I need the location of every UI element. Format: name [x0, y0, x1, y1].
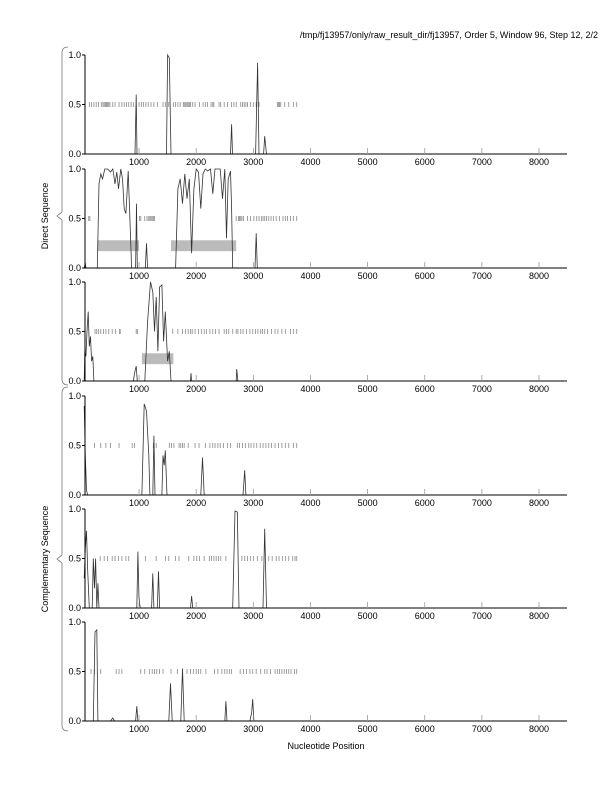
- x-tick-label: 3000: [243, 271, 263, 281]
- x-tick-label: 7000: [472, 498, 492, 508]
- coding-potential-line: [84, 628, 565, 722]
- x-tick-label: 8000: [529, 271, 549, 281]
- x-tick-label: 8000: [529, 384, 549, 394]
- x-tick-label: 2000: [186, 157, 206, 167]
- coding-potential-line: [83, 281, 565, 382]
- y-tick-label: 0.0: [68, 490, 81, 500]
- gene-box: [171, 240, 237, 252]
- coding-potential-line: [83, 167, 565, 269]
- x-tick-label: 4000: [300, 498, 320, 508]
- chart-title: /tmp/fj13957/only/raw_result_dir/fj13957…: [299, 30, 598, 40]
- y-tick-label: 1.0: [68, 277, 81, 287]
- x-tick-label: 1000: [129, 271, 149, 281]
- x-tick-label: 5000: [358, 724, 378, 734]
- y-tick-label: 0.5: [68, 214, 81, 224]
- y-tick-label: 1.0: [68, 617, 81, 627]
- y-tick-label: 0.0: [68, 716, 81, 726]
- y-tick-label: 0.0: [68, 603, 81, 613]
- x-tick-label: 5000: [358, 498, 378, 508]
- x-tick-label: 7000: [472, 157, 492, 167]
- x-tick-label: 6000: [415, 498, 435, 508]
- y-tick-label: 1.0: [68, 504, 81, 514]
- x-tick-label: 5000: [358, 384, 378, 394]
- x-axis-label: Nucleotide Position: [287, 741, 364, 751]
- y-tick-label: 0.5: [68, 327, 81, 337]
- y-tick-label: 0.0: [68, 376, 81, 386]
- x-tick-label: 8000: [529, 611, 549, 621]
- x-tick-label: 3000: [243, 157, 263, 167]
- x-tick-label: 6000: [415, 271, 435, 281]
- y-tick-label: 1.0: [68, 50, 81, 60]
- x-tick-label: 1000: [129, 157, 149, 167]
- group-label: Direct Sequence: [40, 183, 50, 250]
- y-tick-label: 0.5: [68, 441, 81, 451]
- x-tick-label: 7000: [472, 384, 492, 394]
- x-tick-label: 2000: [186, 611, 206, 621]
- group-label: Complementary Sequence: [40, 506, 50, 613]
- y-tick-label: 1.0: [68, 391, 81, 401]
- x-tick-label: 4000: [300, 384, 320, 394]
- x-tick-label: 5000: [358, 611, 378, 621]
- x-tick-label: 8000: [529, 724, 549, 734]
- x-tick-label: 5000: [358, 157, 378, 167]
- x-tick-label: 3000: [243, 384, 263, 394]
- gene-box: [97, 240, 140, 252]
- coding-potential-line: [83, 403, 565, 496]
- y-tick-label: 0.5: [68, 554, 81, 564]
- group-brace: [56, 46, 69, 386]
- y-tick-label: 0.0: [68, 263, 81, 273]
- panel-direct-frame-2: 0.0 0.5 1.0 1000 2000 3000 4000 5000 6000 7000 800…: [68, 164, 567, 281]
- x-tick-label: 4000: [300, 157, 320, 167]
- x-tick-label: 4000: [300, 724, 320, 734]
- x-tick-label: 7000: [472, 611, 492, 621]
- x-tick-label: 1000: [129, 498, 149, 508]
- x-tick-label: 6000: [415, 724, 435, 734]
- x-tick-label: 1000: [129, 724, 149, 734]
- x-tick-label: 7000: [472, 724, 492, 734]
- x-tick-label: 2000: [186, 498, 206, 508]
- x-tick-label: 6000: [415, 157, 435, 167]
- x-tick-label: 2000: [186, 384, 206, 394]
- panel-direct-frame-3: 0.0 0.5 1.0 1000 2000 3000 4000 5000 6000 7000 800…: [68, 277, 567, 394]
- x-tick-label: 1000: [129, 611, 149, 621]
- x-tick-label: 4000: [300, 611, 320, 621]
- group-brace: [56, 386, 69, 732]
- y-tick-label: 0.5: [68, 100, 81, 110]
- x-tick-label: 8000: [529, 157, 549, 167]
- y-tick-label: 0.5: [68, 667, 81, 677]
- x-tick-label: 2000: [186, 271, 206, 281]
- y-tick-label: 1.0: [68, 164, 81, 174]
- x-tick-label: 6000: [415, 384, 435, 394]
- y-tick-label: 0.0: [68, 149, 81, 159]
- x-tick-label: 8000: [529, 498, 549, 508]
- gene-box: [141, 353, 174, 365]
- coding-potential-line: [84, 53, 565, 155]
- panel-direct-frame-1: 0.0 0.5 1.0 1000 2000 3000 4000 5000 6000 7000 800…: [68, 50, 567, 167]
- panel-complementary-frame-1: 0.0 0.5 1.0 1000 2000 3000 4000 5000 6000 7000 800…: [68, 391, 567, 508]
- x-tick-label: 3000: [243, 724, 263, 734]
- x-tick-label: 2000: [186, 724, 206, 734]
- x-tick-label: 6000: [415, 611, 435, 621]
- panel-complementary-frame-3: 0.0 0.5 1.0 1000 2000 3000 4000 5000 6000 7000 800…: [68, 617, 567, 734]
- x-tick-label: 3000: [243, 498, 263, 508]
- x-tick-label: 3000: [243, 611, 263, 621]
- x-tick-label: 1000: [129, 384, 149, 394]
- x-tick-label: 7000: [472, 271, 492, 281]
- x-tick-label: 5000: [358, 271, 378, 281]
- x-tick-label: 4000: [300, 271, 320, 281]
- panel-complementary-frame-2: 0.0 0.5 1.0 1000 2000 3000 4000 5000 6000 7000 800…: [68, 504, 567, 621]
